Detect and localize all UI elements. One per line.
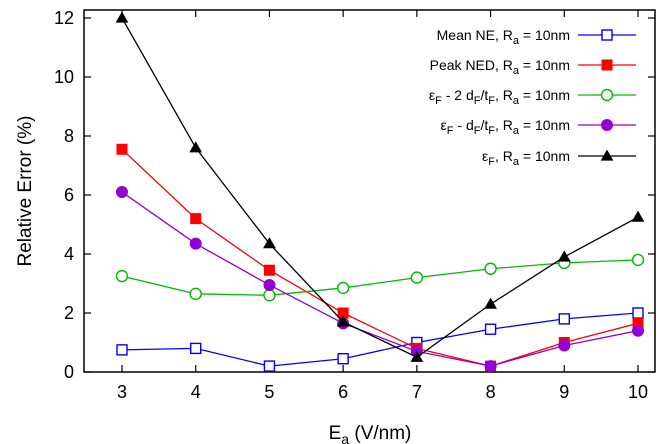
plot-frame bbox=[83, 9, 656, 373]
legend-marker bbox=[601, 119, 613, 131]
data-point bbox=[336, 281, 350, 295]
x-tick-label: 10 bbox=[628, 382, 648, 402]
data-point bbox=[263, 278, 276, 291]
data-point bbox=[632, 324, 644, 337]
data-point bbox=[484, 297, 497, 309]
legend-item: Peak NED, Ra = 10nm bbox=[430, 57, 636, 77]
legend-label: εF, Ra = 10nm bbox=[482, 148, 570, 168]
x-tick-label: 8 bbox=[486, 382, 496, 402]
data-point bbox=[410, 350, 424, 362]
data-point bbox=[631, 210, 645, 222]
y-tick-label: 8 bbox=[64, 126, 74, 146]
data-point bbox=[558, 313, 570, 325]
legend-label: εF - 2 dF/tF, Ra = 10nm bbox=[429, 87, 570, 107]
legend: Mean NE, Ra = 10nm Peak NED, Ra = 10nm εF … bbox=[429, 27, 636, 168]
legend-item: εF - 2 dF/tF, Ra = 10nm bbox=[429, 87, 636, 107]
data-point bbox=[263, 360, 276, 372]
x-axis-title: Ea (V/nm) bbox=[329, 423, 412, 444]
series-line bbox=[121, 191, 639, 367]
x-tick-label: 4 bbox=[191, 382, 201, 402]
series-3 bbox=[115, 253, 645, 302]
legend-label: Peak NED, Ra = 10nm bbox=[430, 57, 570, 77]
data-point bbox=[189, 287, 202, 301]
data-point bbox=[484, 323, 497, 335]
y-tick-label: 2 bbox=[64, 303, 74, 323]
data-point bbox=[115, 11, 129, 23]
data-point bbox=[631, 253, 645, 267]
series-line bbox=[121, 259, 639, 296]
legend-marker bbox=[601, 59, 613, 71]
y-tick-label: 10 bbox=[54, 67, 74, 87]
y-tick-label: 0 bbox=[64, 362, 74, 382]
data-point bbox=[337, 353, 349, 365]
legend-label: εF - dF/tF, Ra = 10nm bbox=[441, 117, 570, 137]
legend-marker bbox=[601, 29, 613, 41]
series-line bbox=[121, 148, 639, 367]
legend-item: Mean NE, Ra = 10nm bbox=[437, 27, 636, 47]
data-point bbox=[190, 342, 202, 355]
data-point bbox=[116, 143, 128, 155]
x-tick-label: 5 bbox=[264, 382, 274, 402]
y-axis-title: Relative Error (%) bbox=[15, 116, 36, 267]
series-1 bbox=[116, 307, 644, 372]
data-point bbox=[557, 250, 571, 262]
series-line bbox=[121, 312, 639, 367]
data-point bbox=[336, 315, 350, 327]
data-point bbox=[116, 186, 128, 199]
data-point bbox=[558, 339, 571, 352]
data-point bbox=[484, 262, 497, 275]
legend-label: Mean NE, Ra = 10nm bbox=[437, 27, 570, 47]
legend-item: εF, Ra = 10nm bbox=[482, 148, 636, 168]
x-tick-label: 6 bbox=[338, 382, 348, 402]
y-tick-label: 12 bbox=[54, 8, 74, 28]
data-point bbox=[189, 237, 202, 250]
series-line bbox=[121, 17, 639, 359]
legend-marker bbox=[600, 149, 614, 161]
data-point bbox=[410, 271, 424, 284]
series-layer bbox=[115, 11, 645, 373]
data-point bbox=[263, 237, 276, 249]
x-tick-label: 9 bbox=[559, 382, 569, 402]
data-point bbox=[484, 360, 497, 373]
data-point bbox=[190, 213, 202, 225]
data-point bbox=[189, 141, 203, 153]
data-point bbox=[116, 344, 128, 356]
y-tick-label: 6 bbox=[64, 185, 74, 205]
series-5 bbox=[115, 11, 645, 362]
legend-marker bbox=[600, 88, 614, 102]
x-tick-label: 7 bbox=[412, 382, 422, 402]
axis-ticks: 3 4 5 6 7 8 9 10 0 2 4 6 8 10 12 bbox=[54, 8, 655, 402]
legend-item: εF - dF/tF, Ra = 10nm bbox=[441, 117, 636, 137]
data-point bbox=[115, 269, 129, 283]
data-point bbox=[263, 264, 275, 276]
y-tick-label: 4 bbox=[64, 244, 74, 264]
x-tick-label: 3 bbox=[117, 382, 127, 402]
data-point bbox=[632, 307, 644, 319]
data-point bbox=[263, 289, 276, 302]
